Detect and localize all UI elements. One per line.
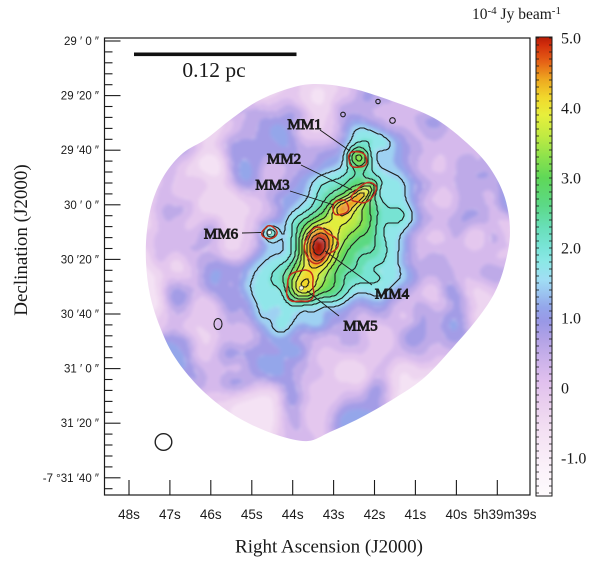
svg-text:MM5: MM5	[343, 319, 377, 335]
svg-text:1.0: 1.0	[561, 311, 581, 328]
svg-text:30 ′20 ″: 30 ′20 ″	[61, 254, 99, 266]
svg-text:41s: 41s	[405, 507, 427, 522]
svg-text:-1.0: -1.0	[561, 451, 586, 468]
svg-text:29 ′20 ″: 29 ′20 ″	[61, 91, 99, 103]
svg-text:5h39m39s: 5h39m39s	[473, 507, 536, 522]
svg-text:45s: 45s	[241, 507, 263, 522]
svg-text:MM2: MM2	[267, 152, 301, 168]
svg-text:31 ′20 ″: 31 ′20 ″	[61, 418, 99, 430]
svg-text:43s: 43s	[323, 507, 345, 522]
svg-text:MM4: MM4	[375, 287, 410, 303]
svg-text:30 ′ 0 ″: 30 ′ 0 ″	[64, 200, 99, 212]
svg-text:Right Ascension (J2000): Right Ascension (J2000)	[235, 537, 423, 558]
svg-text:30 ′40 ″: 30 ′40 ″	[61, 309, 99, 321]
svg-text:MM6: MM6	[204, 227, 239, 243]
svg-text:29 ′ 0 ″: 29 ′ 0 ″	[64, 36, 99, 48]
svg-text:46s: 46s	[200, 507, 222, 522]
svg-text:0.12 pc: 0.12 pc	[182, 58, 245, 82]
svg-text:MM1: MM1	[287, 117, 321, 133]
svg-text:48s: 48s	[118, 507, 140, 522]
svg-text:31 ′ 0 ″: 31 ′ 0 ″	[64, 364, 99, 376]
svg-text:10-4 Jy beam-1: 10-4 Jy beam-1	[472, 5, 561, 23]
svg-text:Declination (J2000): Declination (J2000)	[11, 164, 32, 315]
svg-text:0: 0	[561, 381, 569, 398]
svg-text:-7 °31 ′40 ″: -7 °31 ′40 ″	[43, 473, 99, 485]
svg-text:44s: 44s	[282, 507, 304, 522]
svg-text:4.0: 4.0	[561, 101, 581, 118]
svg-text:47s: 47s	[159, 507, 181, 522]
svg-text:40s: 40s	[446, 507, 468, 522]
svg-text:29 ′40 ″: 29 ′40 ″	[61, 145, 99, 157]
svg-text:42s: 42s	[364, 507, 386, 522]
svg-text:5.0: 5.0	[561, 31, 581, 48]
svg-text:2.0: 2.0	[561, 241, 581, 258]
svg-text:MM3: MM3	[255, 178, 289, 194]
svg-text:3.0: 3.0	[561, 171, 581, 188]
